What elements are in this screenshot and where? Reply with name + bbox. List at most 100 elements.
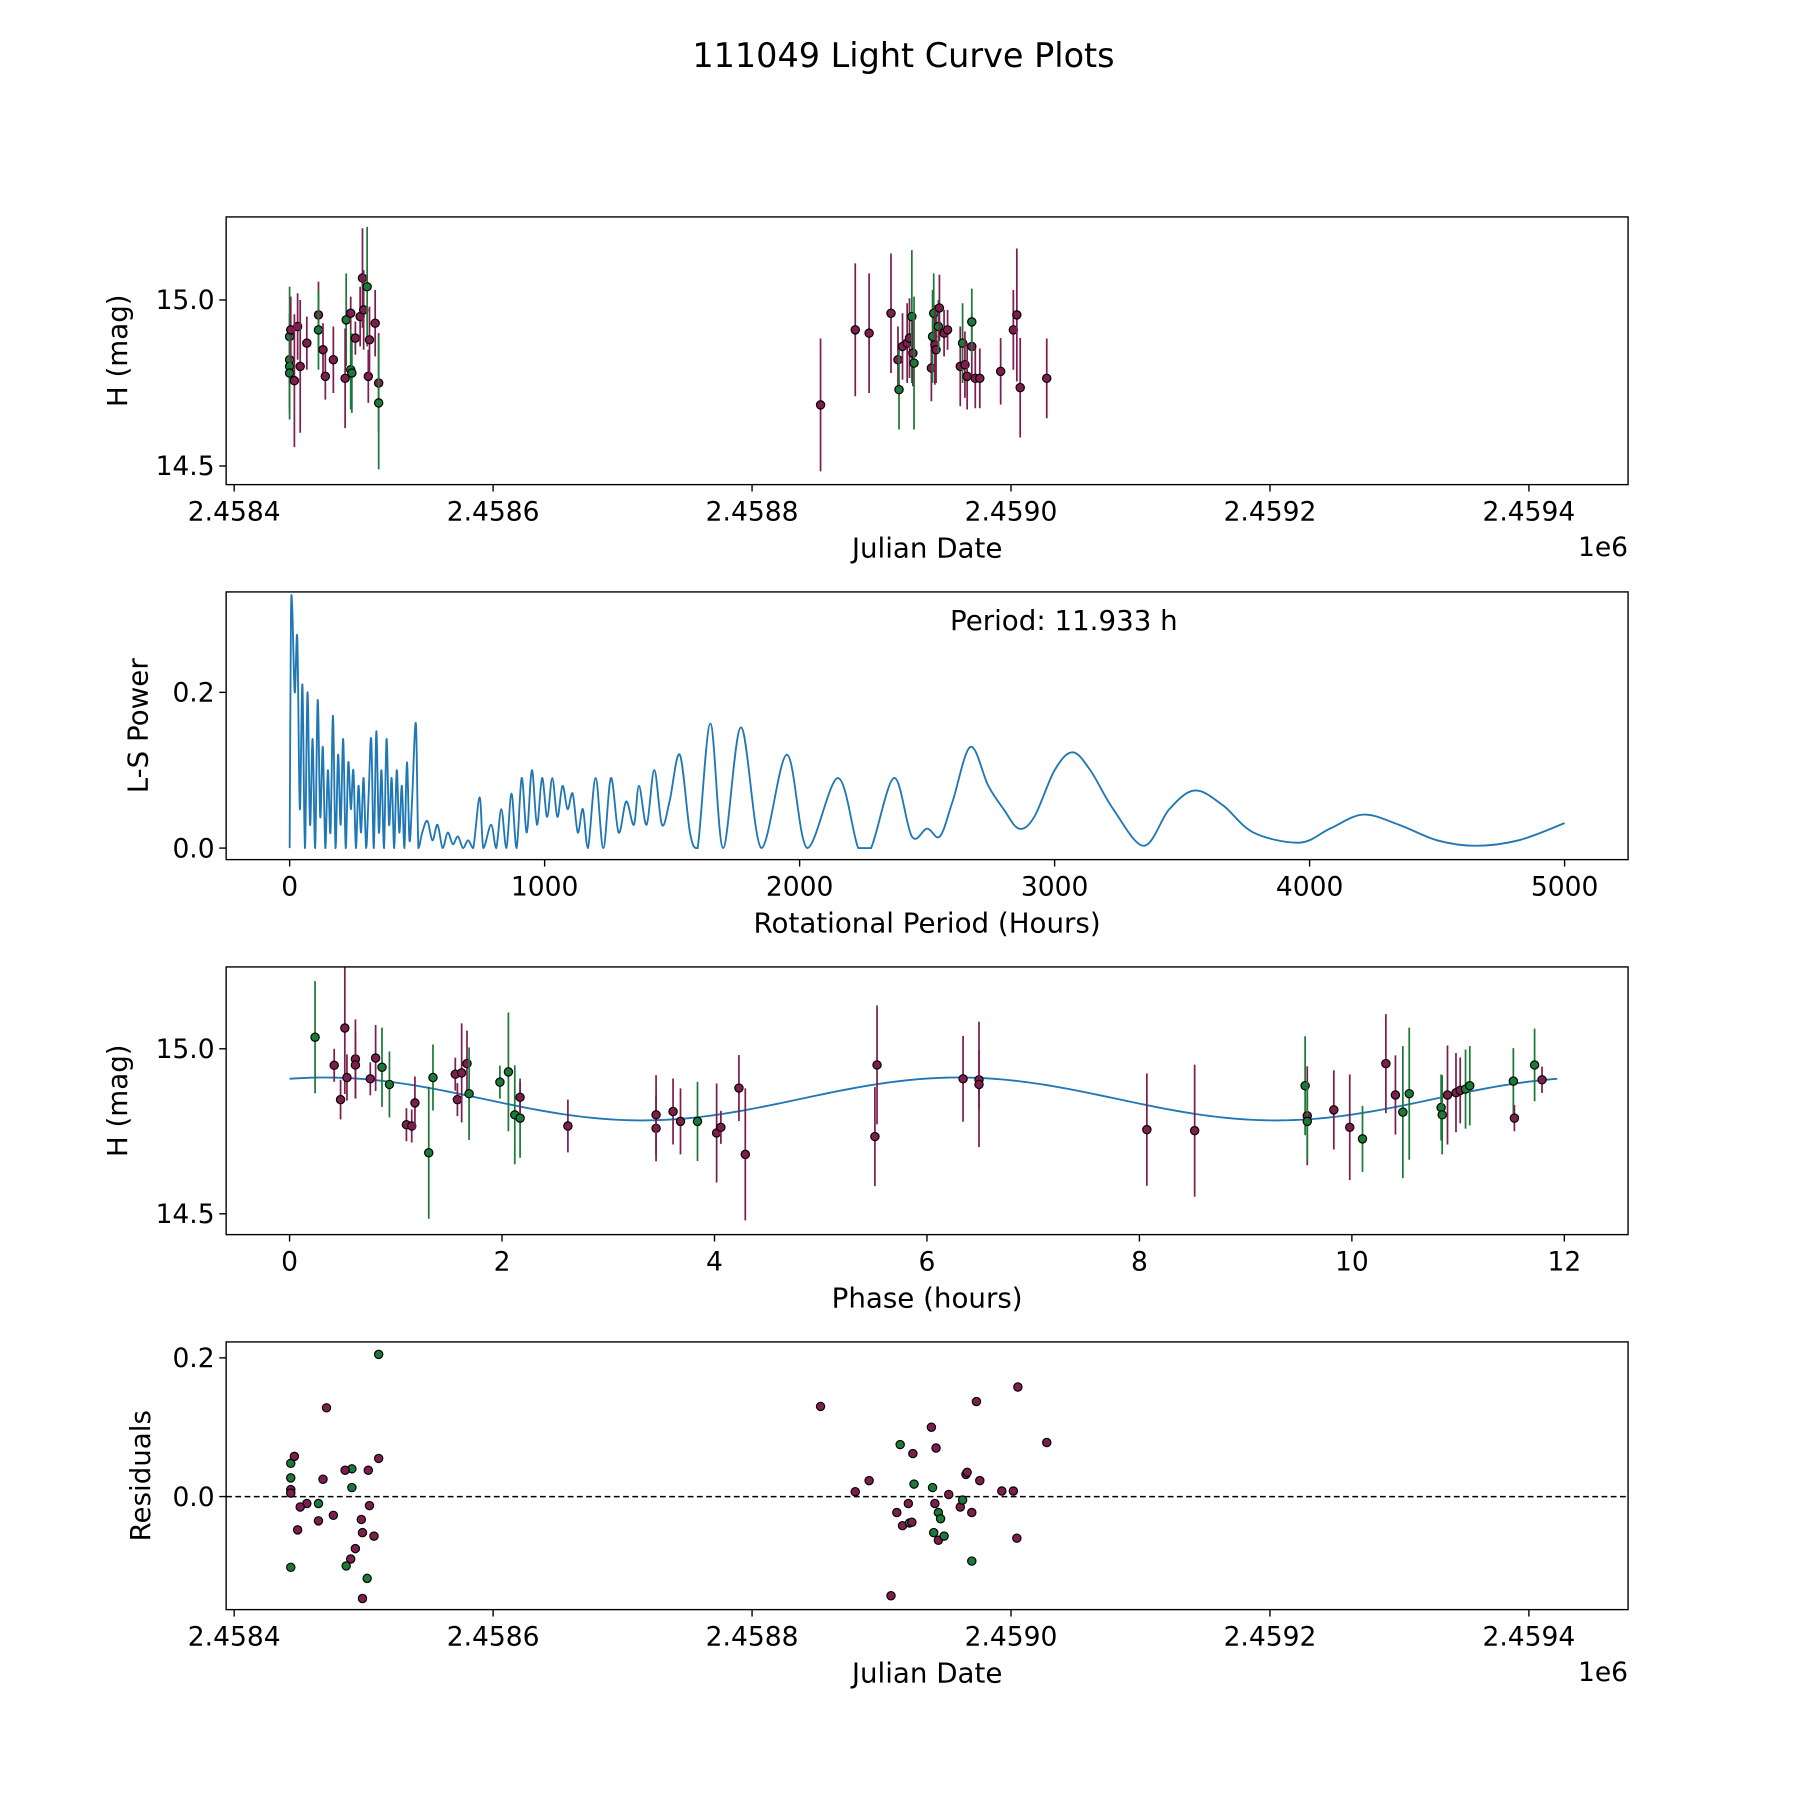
data-point bbox=[364, 1500, 375, 1511]
panel-3: 0 2 4 6 8 10 12 14.5 15.0 Phase (hours) H (mag) bbox=[101, 966, 1629, 1314]
data-point bbox=[1013, 1382, 1023, 1392]
x-tick-label: 2.4592 bbox=[1224, 496, 1317, 527]
data-point bbox=[289, 1451, 300, 1462]
data-point bbox=[373, 1349, 384, 1360]
x-tick-label: 2000 bbox=[766, 871, 833, 902]
data-point bbox=[908, 1448, 918, 1459]
data-point bbox=[347, 1482, 357, 1493]
x-axis-label: Julian Date bbox=[850, 1656, 1003, 1689]
fit-curve bbox=[289, 1076, 1558, 1122]
data-point bbox=[503, 1067, 514, 1077]
data-point bbox=[1042, 373, 1052, 384]
data-point bbox=[357, 273, 368, 283]
y-axis-label: Residuals bbox=[124, 1410, 157, 1541]
data-point bbox=[815, 1401, 826, 1412]
data-point bbox=[357, 1527, 368, 1538]
data-point bbox=[347, 368, 357, 378]
data-point bbox=[962, 1467, 972, 1478]
data-point bbox=[295, 1502, 305, 1512]
data-point bbox=[452, 1094, 463, 1105]
data-point bbox=[864, 328, 874, 338]
data-point bbox=[944, 1489, 954, 1500]
data-point bbox=[313, 1498, 324, 1509]
y-tick-label: 0.2 bbox=[172, 678, 214, 709]
x-tick-label: 2.4586 bbox=[447, 496, 540, 527]
data-point bbox=[1345, 1122, 1355, 1133]
axes-frame bbox=[225, 966, 1629, 1236]
data-point bbox=[740, 1149, 751, 1160]
x-tick-label: 4 bbox=[706, 1246, 723, 1277]
data-point bbox=[1437, 1110, 1447, 1120]
data-point bbox=[318, 1474, 328, 1484]
data-point bbox=[340, 1023, 350, 1033]
data-point bbox=[1329, 1105, 1339, 1115]
data-point bbox=[1302, 1116, 1312, 1127]
data-point bbox=[373, 398, 384, 408]
y-tick-label: 0.0 bbox=[172, 1482, 214, 1513]
data-point bbox=[357, 1593, 368, 1604]
data-point bbox=[464, 1088, 474, 1099]
data-point bbox=[369, 1531, 379, 1541]
y-tick-label: 0.2 bbox=[172, 1343, 214, 1374]
x-tick-label: 0 bbox=[281, 1246, 298, 1277]
data-point bbox=[962, 371, 972, 382]
data-point bbox=[1008, 1486, 1019, 1496]
data-point bbox=[310, 1032, 320, 1042]
data-point bbox=[864, 1475, 874, 1486]
data-point bbox=[364, 335, 375, 345]
x-tick-label: 10 bbox=[1335, 1246, 1369, 1277]
axes-frame bbox=[225, 591, 1629, 861]
data-point bbox=[410, 1098, 420, 1108]
data-point bbox=[675, 1116, 686, 1127]
data-point bbox=[892, 1507, 902, 1518]
data-point bbox=[908, 348, 918, 358]
data-point bbox=[313, 325, 324, 335]
data-point bbox=[1398, 1107, 1408, 1117]
data-point bbox=[907, 1517, 917, 1527]
x-tick-label: 2.4592 bbox=[1224, 1621, 1317, 1652]
x-tick-label: 2 bbox=[494, 1246, 511, 1277]
panel-2: Period: 11.933 h 0 1000 2000 3000 4000 5000 0.0… bbox=[122, 591, 1629, 939]
data-point bbox=[909, 358, 919, 368]
data-point bbox=[370, 1053, 381, 1063]
data-point bbox=[1189, 1125, 1200, 1136]
y-tick-label: 15.0 bbox=[156, 1034, 215, 1065]
data-point bbox=[365, 1074, 376, 1084]
data-point bbox=[934, 303, 945, 313]
x-axis-label: Phase (hours) bbox=[832, 1281, 1023, 1314]
data-point bbox=[1404, 1088, 1414, 1099]
panel-1: 2.4584 2.4586 2.4588 2.4590 2.4592 2.4594 14.5… bbox=[101, 216, 1629, 564]
data-point bbox=[975, 373, 985, 384]
x-tick-label: 5000 bbox=[1531, 871, 1598, 902]
data-point bbox=[342, 1072, 352, 1083]
period-annotation: Period: 11.933 h bbox=[950, 604, 1178, 637]
data-point bbox=[292, 1525, 303, 1535]
data-point bbox=[1142, 1124, 1152, 1135]
data-point bbox=[958, 1074, 968, 1084]
data-point bbox=[928, 1527, 939, 1538]
data-point bbox=[363, 1465, 374, 1475]
data-point bbox=[289, 375, 300, 386]
data-point bbox=[939, 1531, 949, 1541]
plot-area bbox=[289, 966, 1558, 1221]
y-axis-label: L-S Power bbox=[122, 658, 155, 794]
data-point bbox=[971, 1396, 982, 1407]
data-point bbox=[692, 1116, 703, 1127]
data-point bbox=[850, 1486, 860, 1497]
data-point bbox=[340, 373, 350, 384]
plot-area bbox=[226, 1349, 1629, 1604]
data-point bbox=[329, 1060, 339, 1071]
data-point bbox=[975, 1475, 985, 1486]
data-point bbox=[1509, 1113, 1520, 1123]
x-tick-label: 1000 bbox=[511, 871, 578, 902]
data-point bbox=[340, 1465, 350, 1475]
data-point bbox=[495, 1077, 505, 1087]
data-point bbox=[909, 1479, 919, 1489]
data-point bbox=[563, 1121, 573, 1131]
x-tick-label: 2.4584 bbox=[188, 496, 281, 527]
data-point bbox=[886, 308, 896, 318]
data-point bbox=[935, 1514, 946, 1524]
y-axis-label: H (mag) bbox=[101, 1044, 134, 1157]
data-point bbox=[286, 1488, 296, 1498]
data-point bbox=[295, 361, 305, 372]
